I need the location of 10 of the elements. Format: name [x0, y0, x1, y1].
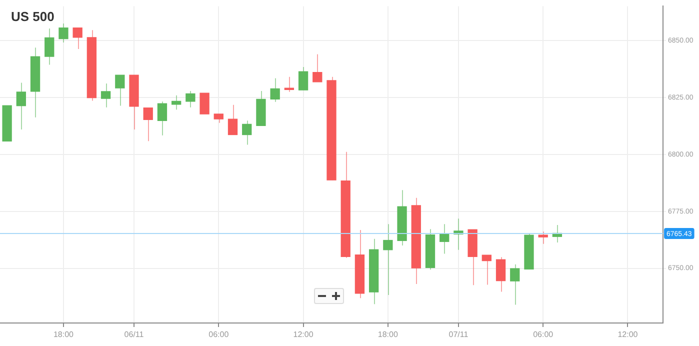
x-tick-label: 06:00	[533, 330, 554, 340]
x-tick-label: 07/11	[448, 330, 469, 340]
x-tick-label: 12:00	[618, 330, 638, 340]
candlestick	[200, 92, 210, 114]
x-tick-label: 12:00	[293, 330, 314, 340]
x-tick-label: 18:00	[378, 330, 398, 340]
x-tick-label: 06/11	[124, 330, 144, 340]
x-tick-label: 18:00	[53, 330, 74, 340]
x-tick-label: 06:00	[208, 330, 230, 340]
chart-title: US 500	[11, 9, 54, 24]
